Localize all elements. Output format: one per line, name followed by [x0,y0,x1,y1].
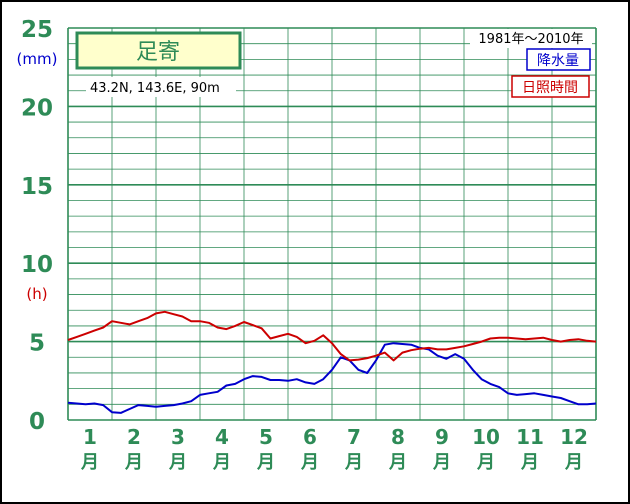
y-tick-label: 10 [21,252,53,278]
month-unit-label: 月 [476,452,495,473]
month-unit-label: 月 [168,452,187,473]
month-unit-label: 月 [520,452,539,473]
month-number-label: 4 [215,425,229,449]
x-axis: 1 月 2 月 3 月 4 月 5 月 6 月 7 月 8 月 9 月 10 月 11 月 12 月 [80,425,588,473]
legend-precip-label: 降水量 [537,53,579,69]
period-label: 1981年～2010年 [478,32,583,47]
month-unit-label: 月 [124,452,143,473]
sunshine-series-line [67,310,597,362]
y-tick-label: 5 [29,331,45,357]
station-coords: 43.2N, 143.6E, 90m [90,81,220,96]
y-tick-label: 15 [21,174,53,200]
precip-unit-label: (mm) [17,50,58,68]
month-number-label: 1 [83,425,97,449]
month-number-label: 10 [472,425,500,449]
month-unit-label: 月 [80,452,99,473]
coords-backdrop [86,77,236,97]
legend-precip-box [526,48,591,71]
legend-sunshine-label: 日照時間 [522,80,578,96]
month-unit-label: 月 [212,452,231,473]
month-number-label: 5 [259,425,273,449]
y-tick-label: 20 [21,95,53,121]
month-number-label: 6 [303,425,317,449]
month-unit-label: 月 [388,452,407,473]
month-unit-label: 月 [300,452,319,473]
month-number-label: 3 [171,425,185,449]
precip-series-line [67,342,597,414]
month-unit-label: 月 [344,452,363,473]
month-number-label: 8 [391,425,405,449]
y-tick-label: 0 [29,409,45,435]
sunshine-unit-label: (h) [26,285,47,303]
month-number-label: 12 [560,425,588,449]
y-tick-label: 25 [21,17,53,43]
month-number-label: 9 [435,425,449,449]
month-number-label: 2 [127,425,141,449]
month-unit-label: 月 [564,452,583,473]
month-number-label: 11 [516,425,544,449]
series-layer [67,310,597,414]
month-unit-label: 月 [256,452,275,473]
y-axis: 0 5 10 15 20 25 [21,17,53,435]
month-number-label: 7 [347,425,361,449]
period-backdrop [470,29,592,48]
legend-sunshine-box [511,75,590,98]
month-unit-label: 月 [432,452,451,473]
station-name: 足寄 [136,40,180,65]
station-name-box [75,31,242,70]
